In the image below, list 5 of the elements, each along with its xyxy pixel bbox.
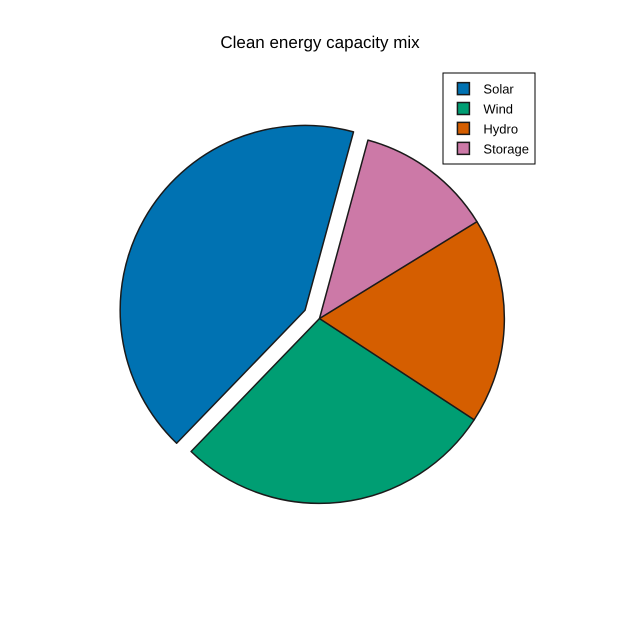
legend-label: Hydro <box>483 121 518 136</box>
legend-label: Wind <box>483 102 514 117</box>
legend-label: Storage <box>483 141 529 156</box>
legend-label: Solar <box>483 82 514 97</box>
chart-title: Clean energy capacity mix <box>220 32 420 52</box>
